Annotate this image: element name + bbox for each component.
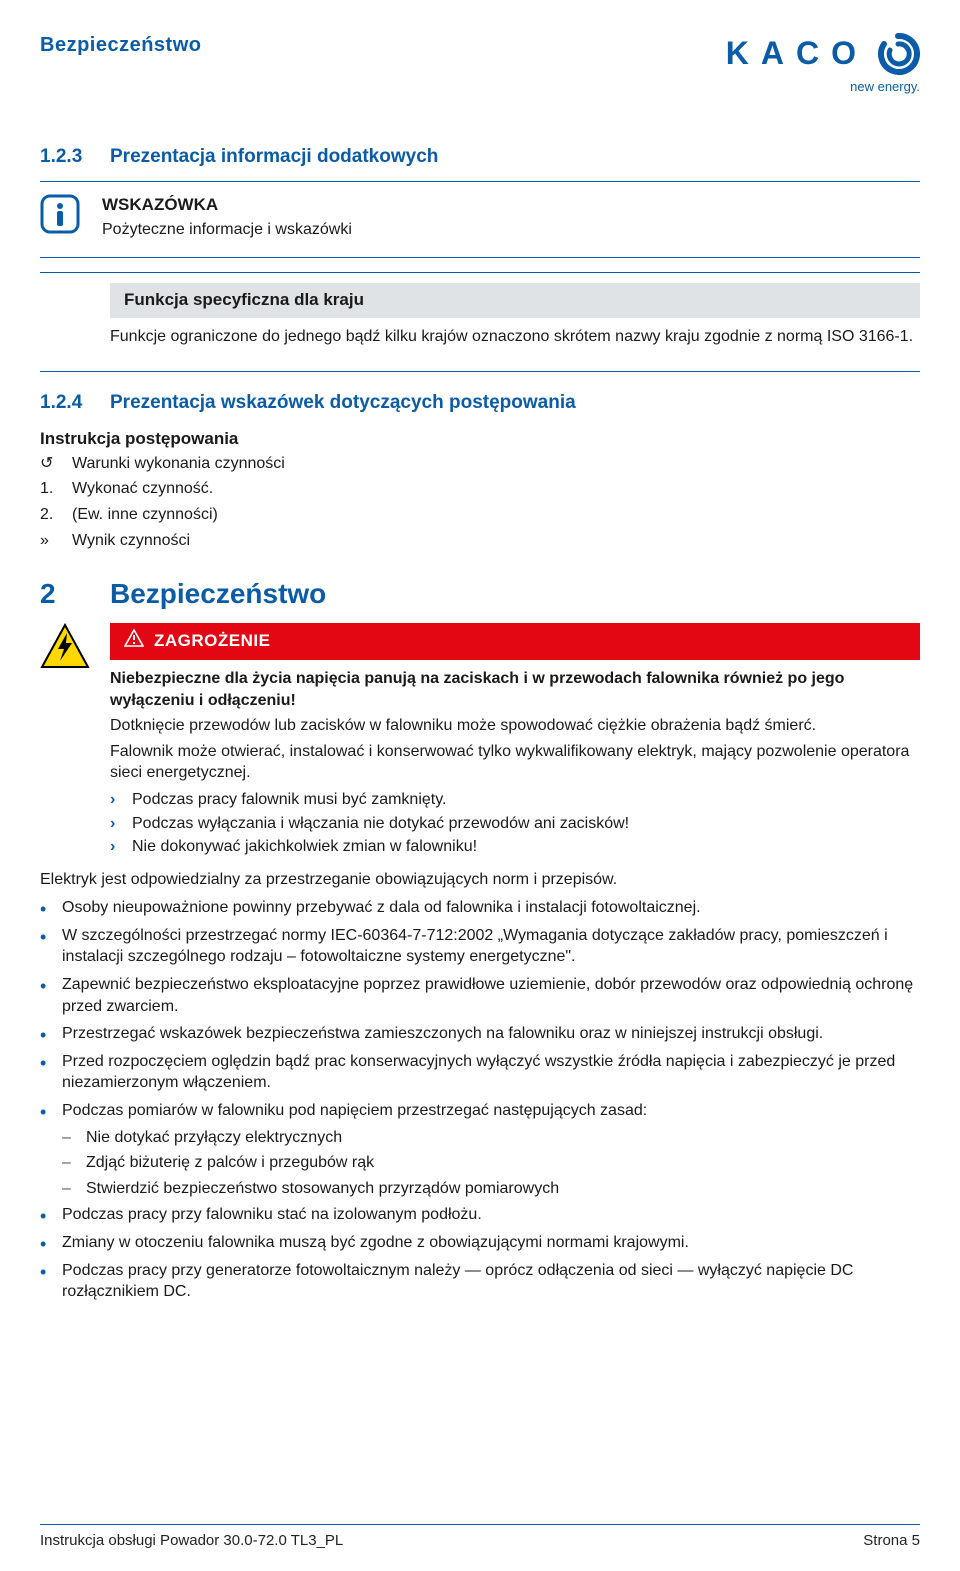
info-icon: [40, 194, 84, 234]
danger-label: ZAGROŻENIE: [154, 630, 270, 653]
footer-left: Instrukcja obsługi Powador 30.0-72.0 TL3…: [40, 1531, 343, 1551]
divider: [40, 257, 920, 258]
dash-icon: –: [62, 1127, 76, 1149]
body-intro: Elektryk jest odpowiedzialny za przestrz…: [40, 869, 920, 891]
brand-logo: KACO new energy.: [726, 32, 920, 96]
heading-1-2-3: 1.2.3 Prezentacja informacji dodatkowych: [40, 144, 920, 170]
danger-p1: Dotknięcie przewodów lub zacisków w falo…: [110, 715, 920, 737]
instruction-marker: 1.: [40, 478, 62, 500]
danger-headline: Niebezpieczne dla życia napięcia panują …: [110, 668, 920, 711]
info-title: WSKAZÓWKA: [102, 194, 920, 217]
body-bullet: •Przestrzegać wskazówek bezpieczeństwa z…: [40, 1020, 920, 1048]
chevron-icon: ›: [110, 813, 124, 835]
divider: [40, 371, 920, 372]
page: Bezpieczeństwo KACO new energy. 1.2.3 Pr…: [0, 0, 960, 1571]
instruction-row: » Wynik czynności: [40, 528, 920, 554]
running-head: Bezpieczeństwo: [40, 32, 201, 59]
dot-icon: •: [40, 974, 52, 1017]
chevron-icon: ›: [110, 789, 124, 811]
instruction-title: Instrukcja postępowania: [40, 428, 920, 451]
divider: [40, 181, 920, 182]
brand-wordmark: KACO: [726, 32, 868, 75]
instruction-text: Wynik czynności: [72, 530, 190, 552]
divider: [40, 272, 920, 273]
instruction-list: ↺ Warunki wykonania czynności 1. Wykonać cz…: [40, 451, 920, 553]
instruction-text: (Ew. inne czynności): [72, 504, 218, 526]
danger-p2: Falownik może otwierać, instalować i kon…: [110, 741, 920, 784]
body-bullet: •Podczas pomiarów w falowniku pod napięc…: [40, 1097, 920, 1125]
dash-icon: –: [62, 1152, 76, 1174]
danger-bullet: ›Nie dokonywać jakichkolwiek zmian w fal…: [110, 835, 920, 859]
instruction-marker: 2.: [40, 504, 62, 526]
brand-subtitle: new energy.: [726, 78, 920, 96]
func-box: Funkcja specyficzna dla kraju: [110, 283, 920, 318]
warning-icon: [124, 629, 144, 654]
danger-bullet: ›Podczas pracy falownik musi być zamknię…: [110, 788, 920, 812]
dot-icon: •: [40, 1204, 52, 1226]
info-block: WSKAZÓWKA Pożyteczne informacje i wskazó…: [40, 190, 920, 249]
footer-right: Strona 5: [863, 1531, 920, 1551]
page-footer: Instrukcja obsługi Powador 30.0-72.0 TL3…: [40, 1524, 920, 1551]
body-bullet: •Zapewnić bezpieczeństwo eksploatacyjne …: [40, 971, 920, 1020]
dot-icon: •: [40, 1232, 52, 1254]
dot-icon: •: [40, 1260, 52, 1303]
body-bullet: •Podczas pracy przy falowniku stać na iz…: [40, 1201, 920, 1229]
heading-1-2-4: 1.2.4 Prezentacja wskazówek dotyczących …: [40, 390, 920, 416]
body-bullet: •Zmiany w otoczeniu falownika muszą być …: [40, 1229, 920, 1257]
body-sub-bullet: –Stwierdzić bezpieczeństwo stosowanych p…: [40, 1176, 920, 1202]
body-bullet: •Podczas pracy przy generatorze fotowolt…: [40, 1257, 920, 1306]
dot-icon: •: [40, 897, 52, 919]
body-sub-bullet: –Zdjąć biżuterię z palców i przegubów rą…: [40, 1150, 920, 1176]
shock-hazard-icon: [40, 623, 92, 676]
body-bullet-list: •Osoby nieupoważnione powinny przebywać …: [40, 894, 920, 1306]
body-bullet: •W szczególności przestrzegać normy IEC-…: [40, 922, 920, 971]
dot-icon: •: [40, 925, 52, 968]
instruction-row: 1. Wykonać czynność.: [40, 476, 920, 502]
swirl-icon: [876, 32, 920, 76]
instruction-marker: ↺: [40, 453, 62, 475]
page-header: Bezpieczeństwo KACO new energy.: [40, 32, 920, 96]
instruction-row: ↺ Warunki wykonania czynności: [40, 451, 920, 477]
dot-icon: •: [40, 1051, 52, 1094]
func-desc: Funkcje ograniczone do jednego bądź kilk…: [110, 324, 920, 364]
chevron-icon: ›: [110, 836, 124, 858]
danger-banner: ZAGROŻENIE: [110, 623, 920, 660]
instruction-text: Warunki wykonania czynności: [72, 453, 285, 475]
dot-icon: •: [40, 1100, 52, 1122]
dot-icon: •: [40, 1023, 52, 1045]
heading-2: 2 Bezpieczeństwo: [40, 575, 920, 613]
instruction-row: 2. (Ew. inne czynności): [40, 502, 920, 528]
dash-icon: –: [62, 1178, 76, 1200]
body-bullet: •Przed rozpoczęciem oględzin bądź prac k…: [40, 1048, 920, 1097]
body-sub-bullet: –Nie dotykać przyłączy elektrycznych: [40, 1125, 920, 1151]
instruction-text: Wykonać czynność.: [72, 478, 213, 500]
info-desc: Pożyteczne informacje i wskazówki: [102, 219, 920, 241]
danger-bullet-list: ›Podczas pracy falownik musi być zamknię…: [110, 788, 920, 859]
danger-bullet: ›Podczas wyłączania i włączania nie doty…: [110, 812, 920, 836]
instruction-marker: »: [40, 530, 62, 552]
body-bullet: •Osoby nieupoważnione powinny przebywać …: [40, 894, 920, 922]
